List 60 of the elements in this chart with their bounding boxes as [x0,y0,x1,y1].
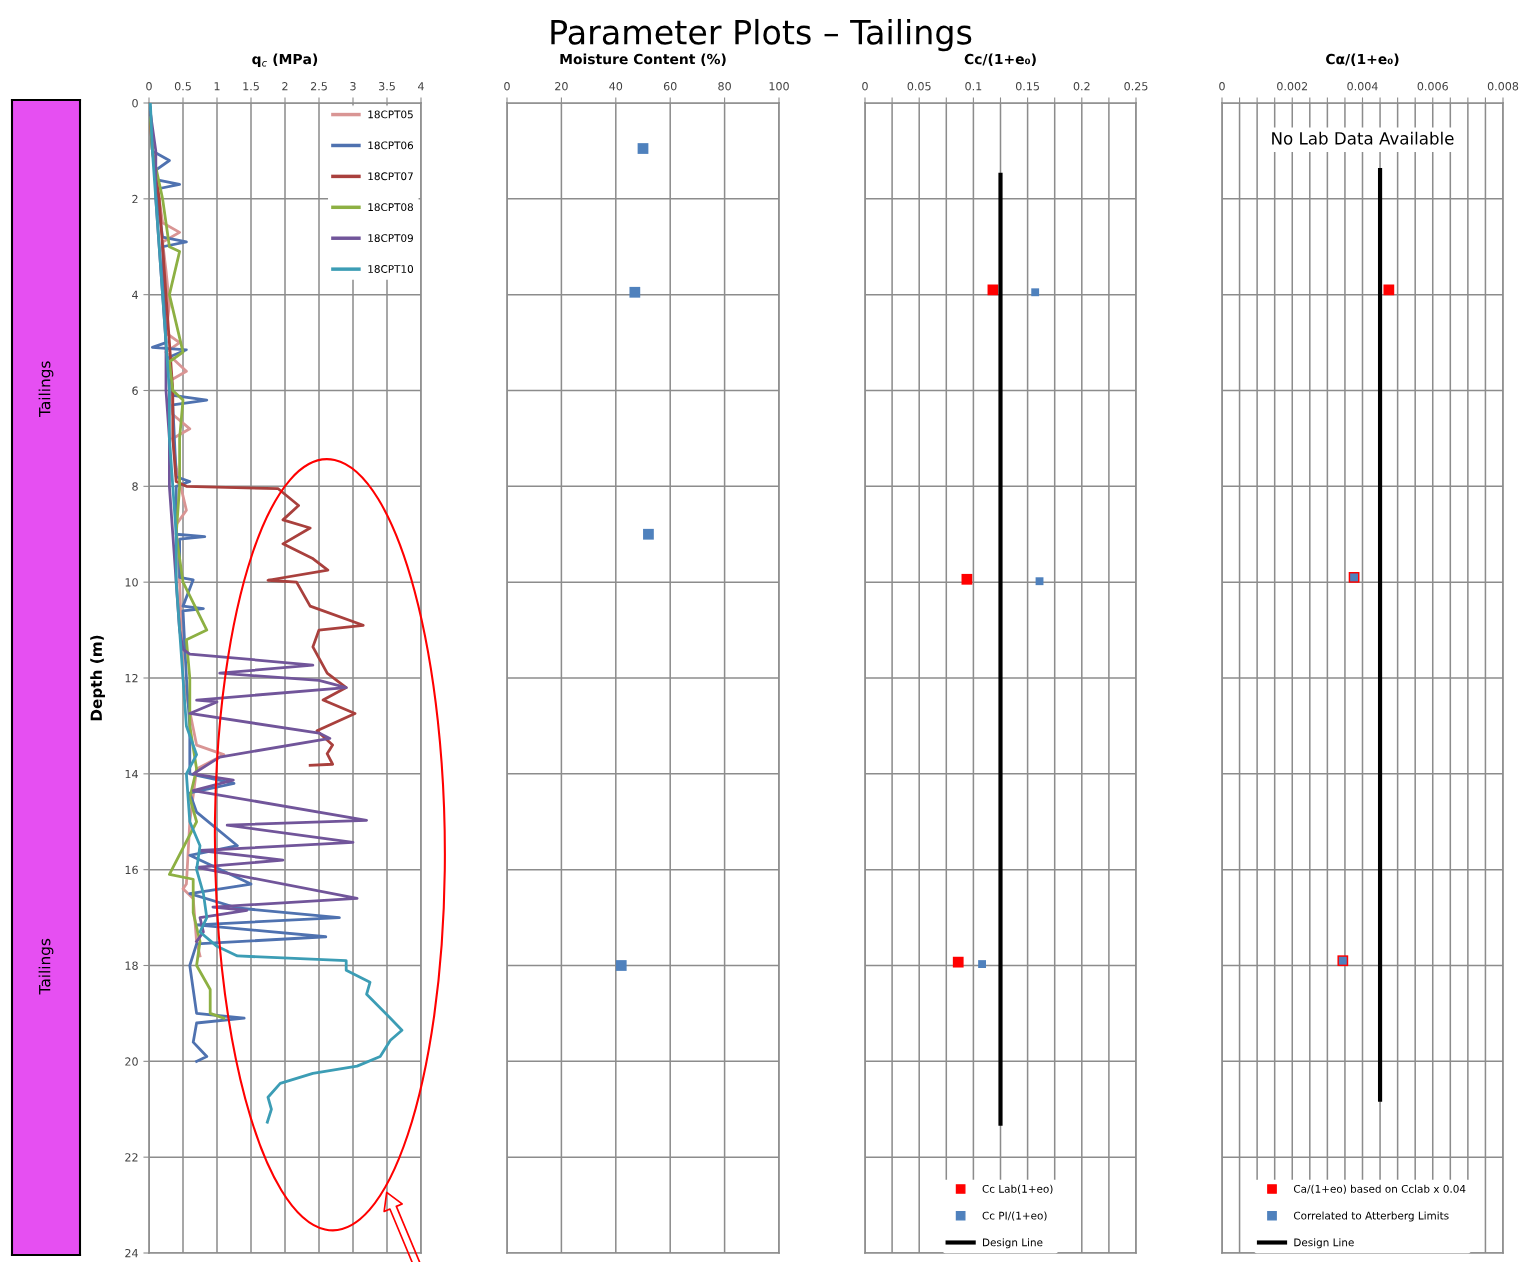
annotation: No Lab Data Available [1272,131,1454,145]
legend-label: 18CPT09 [368,234,413,243]
x-tick-label: 0.004 [1347,82,1378,91]
x-tick-label: 0.15 [1015,82,1039,91]
x-tick-label: 80 [718,82,731,91]
y-tick-label: 2 [132,194,138,204]
chart-title: Cα/(1+e₀) [1326,53,1399,66]
x-tick-label: 1 [214,82,220,91]
text: Tailings [38,938,54,995]
x-tick-label: 4 [418,82,424,91]
x-tick-label: 0.006 [1417,82,1448,91]
chart-title: Moisture Content (%) [560,53,726,66]
x-tick-label: 20 [555,82,568,91]
x-tick-label: 0.008 [1487,82,1519,91]
y-tick-label: 10 [125,578,138,587]
x-tick-label: 0.002 [1277,82,1308,91]
text: Parameter Plots – Tailings [551,18,972,52]
y-tick-label: 20 [125,1057,138,1066]
y-tick-label: 0 [132,98,138,108]
x-tick-label: 1.5 [243,82,259,91]
x-tick-label: 2.5 [310,82,327,91]
x-tick-label: 100 [769,82,789,91]
legend-label: 18CPT10 [368,265,414,273]
x-tick-label: 0 [1219,82,1225,91]
x-tick-label: 40 [609,82,623,91]
legend-label: 18CPT08 [368,203,413,212]
y-tick-label: 24 [125,1248,138,1258]
x-tick-label: 3 [350,82,356,91]
legend-label: 18CPT06 [368,141,414,150]
x-tick-label: 0.5 [174,82,191,91]
y-axis-title: Depth (m) [90,635,105,721]
x-tick-label: 0 [862,82,868,91]
x-tick-label: 0 [146,82,152,91]
y-tick-label: 22 [125,1153,138,1162]
y-tick-label: 14 [125,769,138,779]
legend-label: Cc Lab(1+eo) [982,1184,1053,1195]
y-tick-label: 16 [125,865,138,875]
x-tick-label: 3.5 [379,82,395,91]
legend-label: Design Line [1294,1238,1354,1249]
x-tick-label: 0.1 [965,82,982,91]
y-tick-label: 6 [132,386,138,395]
x-tick-label: 0.05 [907,82,931,91]
chart-title: q$_{c}$ (MPa) [252,53,318,67]
legend-label: Correlated to Atterberg Limits [1293,1211,1449,1222]
legend-label: Ca/(1+eo) based on Cclab x 0.04 [1293,1184,1466,1195]
x-tick-label: 0.25 [1124,82,1148,91]
chart-title: Cc/(1+e₀) [964,53,1036,66]
legend-label: Cc PI/(1+eo) [982,1211,1047,1221]
y-tick-label: 4 [132,290,138,299]
y-tick-label: 12 [125,673,138,683]
y-tick-label: 8 [132,482,138,491]
y-tick-label: 18 [125,961,138,970]
x-tick-label: 0.2 [1073,82,1090,91]
legend-label: 18CPT05 [368,110,413,119]
x-tick-label: 60 [663,82,677,91]
x-tick-label: 2 [282,82,288,91]
text: Tailings [38,361,54,417]
x-tick-label: 0 [504,82,510,91]
legend-label: Design Line [983,1238,1043,1249]
legend-label: 18CPT07 [368,172,413,181]
